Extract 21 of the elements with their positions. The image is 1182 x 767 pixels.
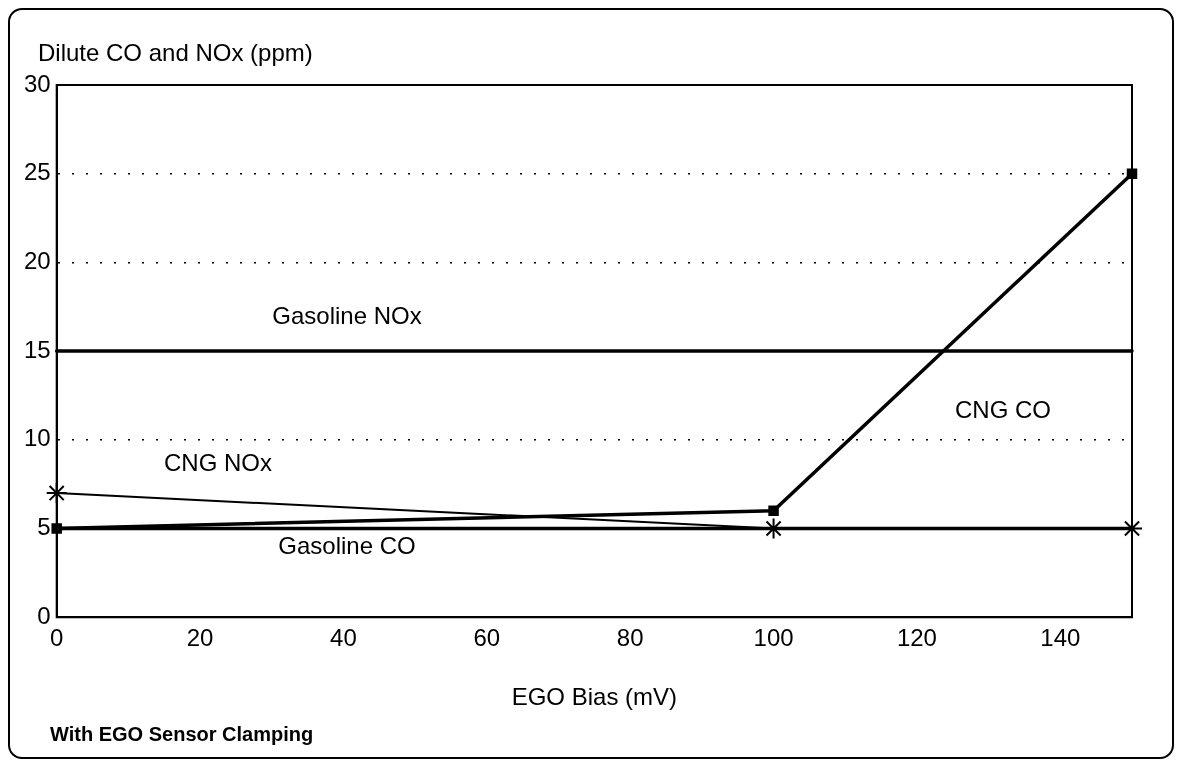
x-tick-label: 40 (330, 624, 357, 652)
y-tick-label: 20 (23, 247, 51, 275)
x-tick-label: 60 (473, 624, 501, 652)
series-label: Gasoline NOx (272, 302, 422, 330)
y-axis-title: Dilute CO and NOx (ppm) (38, 39, 313, 66)
y-tick-label: 15 (23, 335, 51, 363)
x-tick-label: 120 (896, 624, 937, 652)
x-axis-title: EGO Bias (mV) (511, 683, 678, 711)
x-tick-label: 20 (186, 624, 214, 652)
series-label: CNG CO (954, 395, 1051, 423)
series-label: CNG NOx (163, 448, 272, 476)
y-tick-label: 0 (37, 601, 51, 629)
y-tick-label: 25 (23, 158, 51, 186)
x-tick-label: 100 (753, 624, 794, 652)
y-tick-label: 10 (23, 424, 51, 452)
series-label: Gasoline CO (278, 532, 416, 560)
y-tick-label: 30 (23, 69, 51, 97)
y-tick-label: 5 (37, 513, 51, 541)
x-tick-label: 80 (616, 624, 644, 652)
x-tick-label: 140 (1040, 624, 1081, 652)
text: With EGO Sensor Clamping (50, 723, 314, 745)
